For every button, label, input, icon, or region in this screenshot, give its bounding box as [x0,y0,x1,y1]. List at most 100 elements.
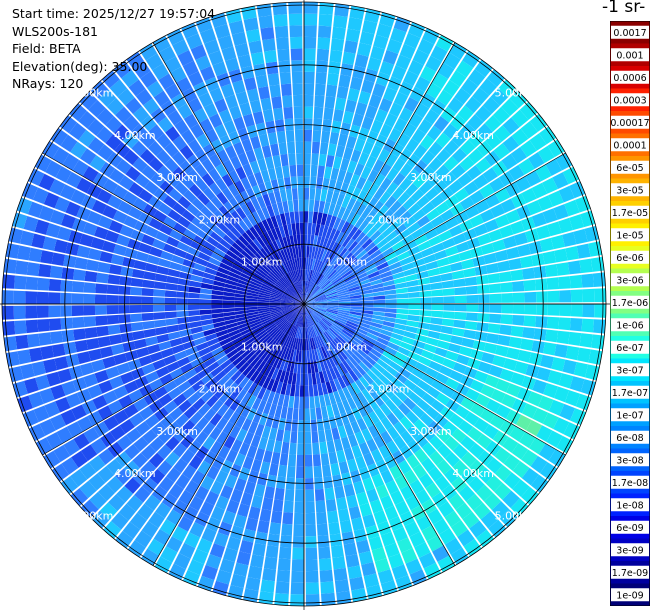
beta-gate [219,262,232,271]
beta-gate [241,232,253,244]
beta-gate [134,220,149,234]
beta-gate [216,355,229,366]
beta-gate [430,45,448,62]
beta-gate [372,291,385,297]
colorbar-label-box [611,565,649,579]
beta-gate [304,94,314,107]
beta-gate [340,63,354,77]
beta-gate [337,425,348,439]
beta-gate [210,196,223,210]
beta-gate [271,290,283,296]
beta-gate [229,332,242,341]
beta-gate [421,392,436,406]
beta-gate [519,101,538,120]
beta-gate [73,433,90,450]
beta-gate [360,256,372,266]
beta-gate [324,331,334,342]
beta-gate [168,188,183,202]
beta-gate [300,269,303,281]
beta-gate [289,271,296,283]
beta-gate [117,200,133,215]
beta-gate [316,247,322,260]
beta-gate [421,457,436,473]
beta-gate [476,123,493,140]
beta-gate [95,283,108,294]
beta-gate [590,256,605,272]
colorbar-label-box [611,340,649,354]
beta-gate [283,106,294,120]
range-ring-label: 5.00km [495,509,537,522]
beta-gate [166,361,180,373]
colorbar-tick-label: 0.0006 [613,73,646,84]
beta-gate [558,317,571,331]
beta-gate [243,77,257,91]
colorbar-tick-label: 3e-09 [616,545,643,556]
beta-gate [293,314,300,326]
beta-gate [304,431,312,444]
beta-gate [295,304,304,312]
beta-gate [307,314,313,327]
beta-gate [389,464,403,480]
beta-gate [200,246,214,257]
beta-gate [361,116,374,131]
beta-gate [314,309,325,316]
beta-gate [309,188,316,200]
beta-gate [444,245,459,257]
range-ring-label: 4.00km [452,467,494,480]
beta-gate [390,266,404,275]
beta-gate [229,425,241,439]
beta-gate [275,369,283,382]
beta-gate [169,229,183,241]
beta-gate [304,141,312,154]
beta-gate [407,314,420,322]
beta-gate [141,234,156,246]
beta-gate [558,185,575,203]
beta-gate [294,118,303,131]
beta-gate [158,73,175,90]
beta-gate [266,378,275,391]
beta-gate [304,443,312,455]
beta-gate [336,401,346,415]
beta-gate [343,40,358,54]
beta-gate [72,377,88,392]
beta-gate [406,454,421,469]
beta-gate [495,404,511,419]
beta-gate [369,213,382,226]
beta-gate [547,221,562,237]
beta-gate [83,305,96,316]
beta-gate [257,301,270,304]
beta-gate [568,331,582,346]
beta-gate [327,300,339,303]
beta-gate [245,577,261,591]
beta-gate [128,389,144,403]
beta-gate [293,106,303,119]
beta-gate [356,539,371,554]
beta-gate [13,305,26,320]
beta-gate [224,94,239,109]
beta-gate [406,153,421,168]
beta-gate [291,570,304,583]
beta-gate [181,209,196,223]
beta-gate [275,381,283,394]
beta-gate [144,262,158,273]
beta-gate [102,240,116,253]
beta-gate [60,476,79,495]
beta-gate [191,216,205,229]
beta-gate [311,270,317,283]
beta-gate [514,361,529,375]
beta-gate [304,60,316,72]
beta-gate [105,116,123,134]
beta-gate [316,274,325,286]
beta-gate [255,345,266,356]
beta-gate [274,226,283,239]
beta-gate [476,529,495,548]
beta-gate [284,418,292,432]
beta-gate [283,322,292,334]
beta-gate [292,302,304,304]
beta-gate [252,255,263,266]
beta-gate [235,91,249,106]
beta-gate [313,310,324,318]
beta-gate [255,122,267,136]
beta-gate [403,216,417,229]
beta-gate [264,50,277,64]
